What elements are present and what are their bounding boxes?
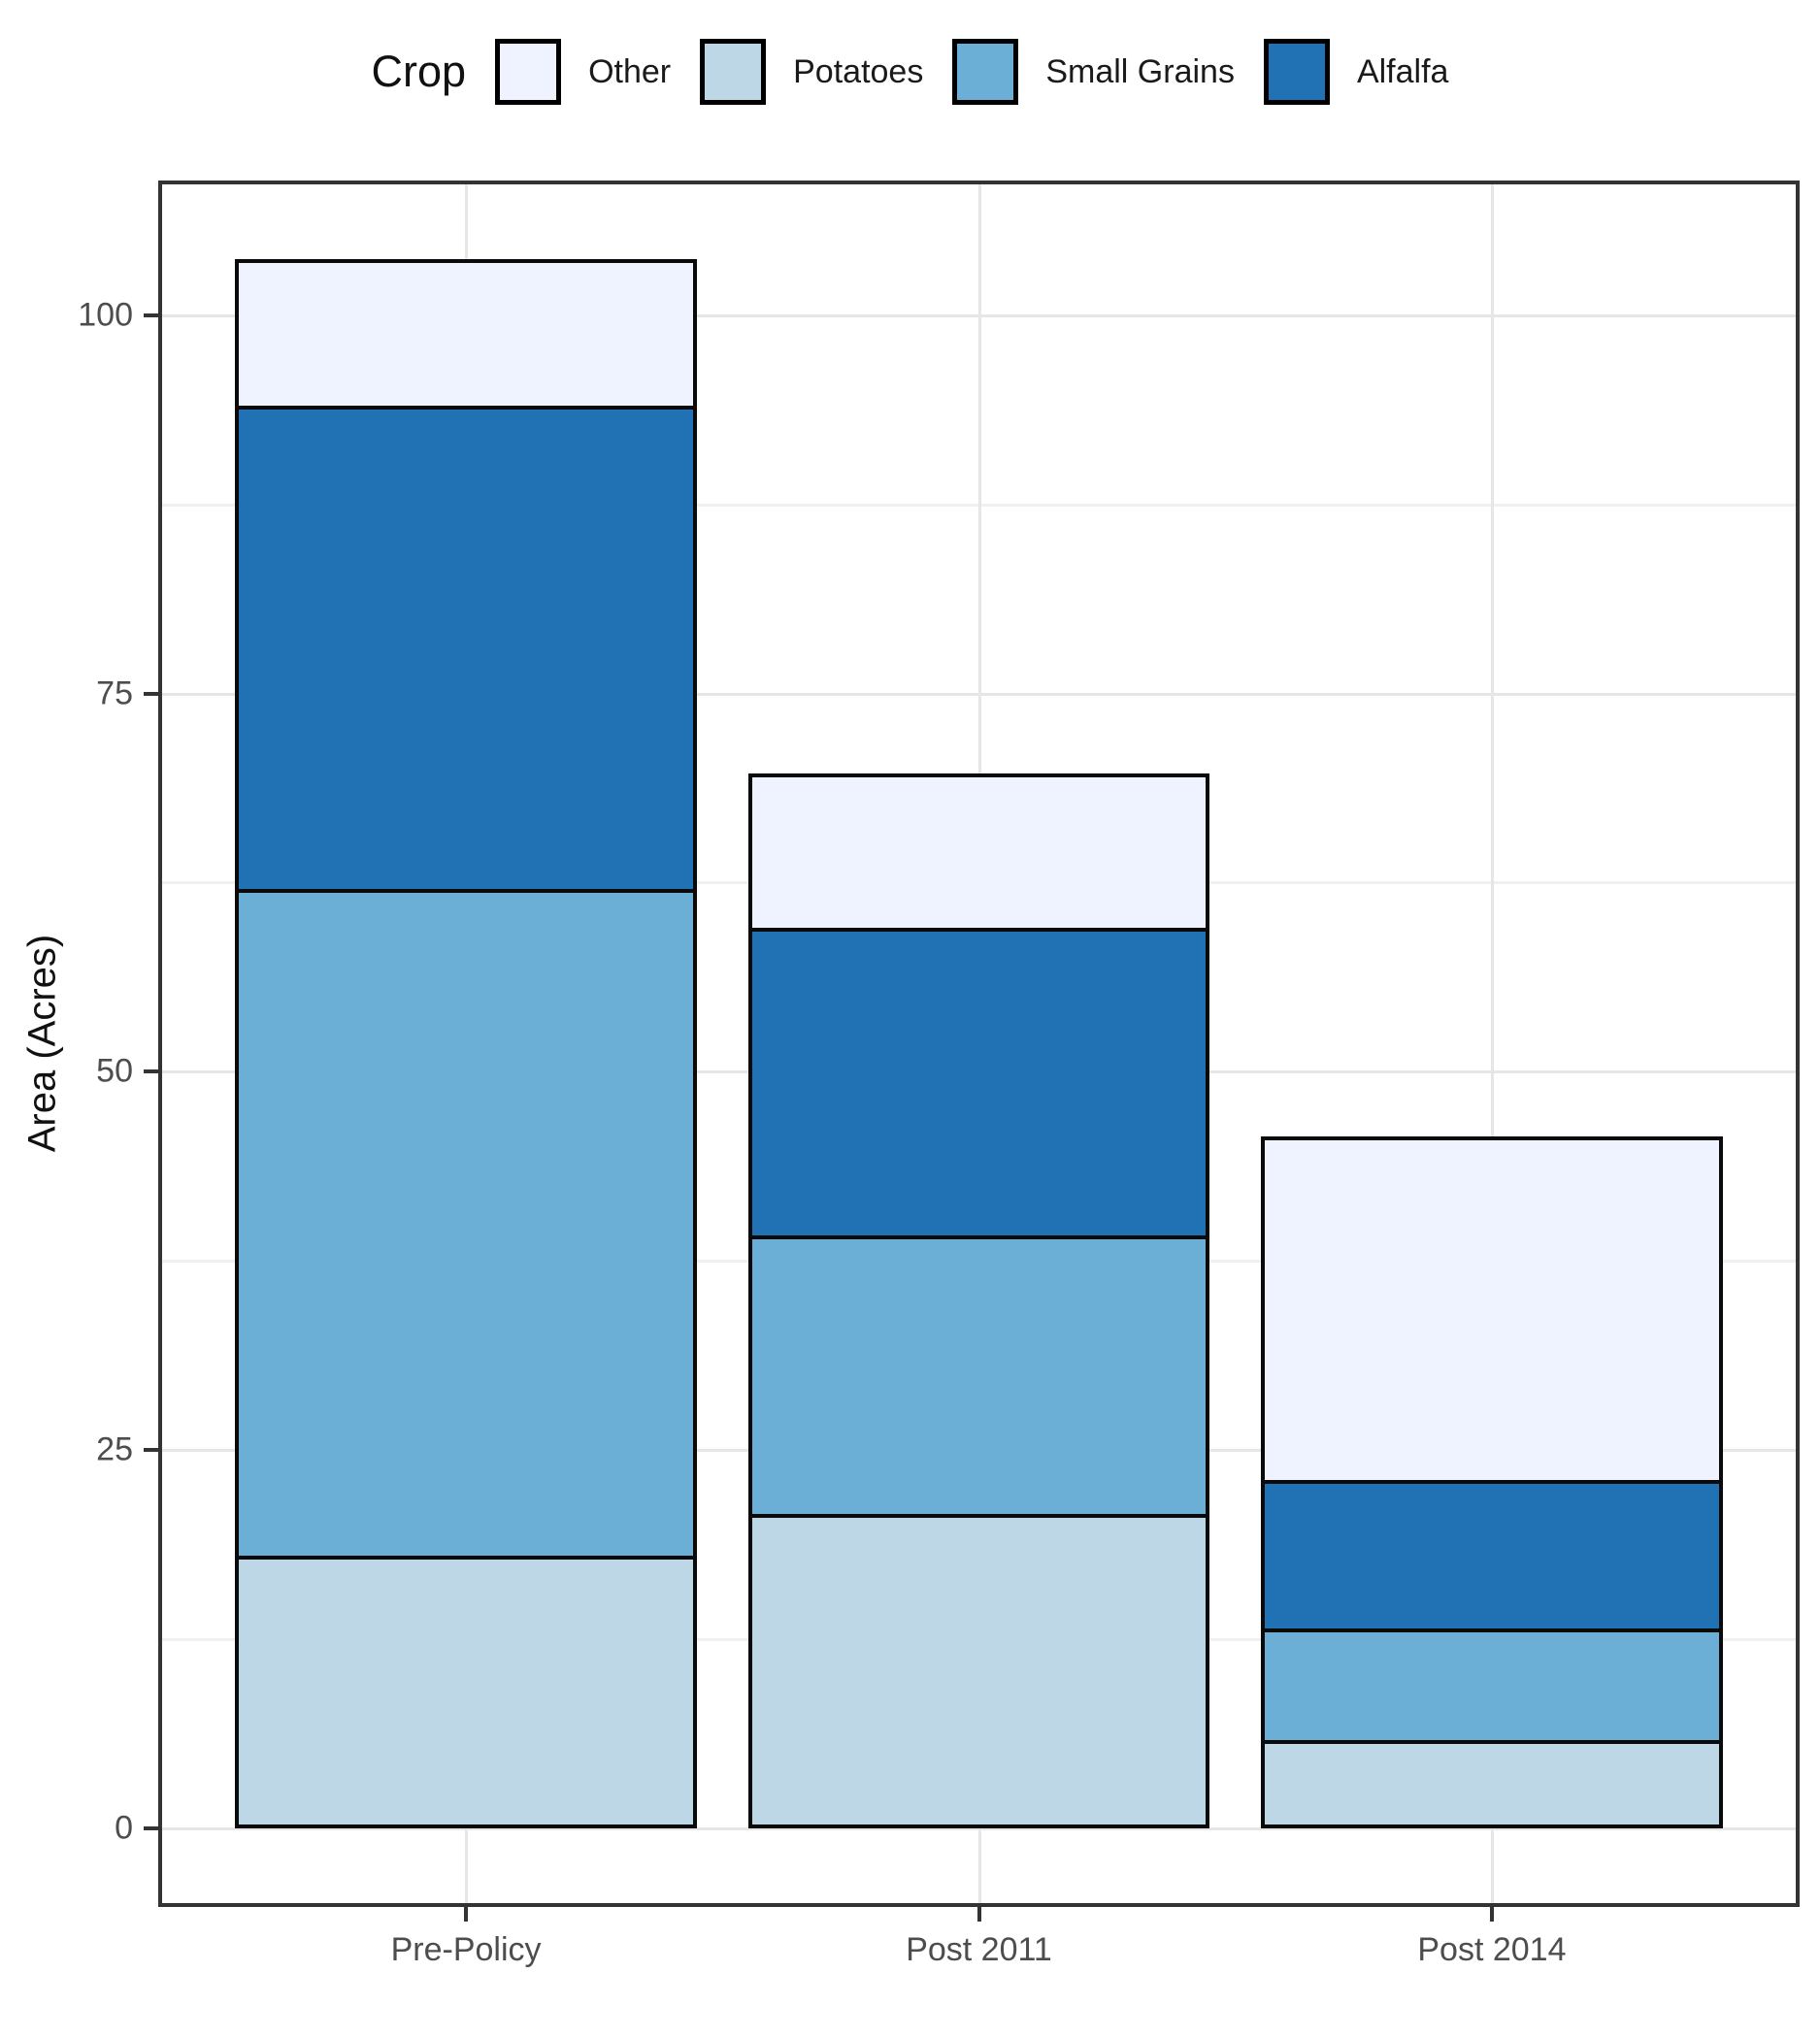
bar-segment-alfalfa (235, 406, 697, 893)
legend-item-potatoes: Potatoes (700, 39, 923, 105)
bar-segment-potatoes (235, 1556, 697, 1828)
legend-swatch-icon (1263, 39, 1330, 105)
x-tick-label: Post 2014 (1417, 1931, 1567, 1968)
legend-title: Crop (371, 47, 467, 96)
legend-item-alfalfa: Alfalfa (1263, 39, 1449, 105)
bar-segment-small-grains (1261, 1628, 1723, 1745)
bar-segment-other (1261, 1136, 1723, 1485)
y-tick (144, 1825, 158, 1830)
y-tick (144, 1448, 158, 1453)
legend-swatch-icon (700, 39, 767, 105)
bar-segment-potatoes (747, 1513, 1210, 1828)
bar-segment-other (747, 773, 1210, 933)
legend-label: Alfalfa (1356, 52, 1449, 90)
x-tick (976, 1907, 981, 1922)
legend-swatch-icon (952, 39, 1019, 105)
x-gridline (1490, 181, 1494, 1907)
x-tick (1489, 1907, 1494, 1922)
y-tick-label: 25 (96, 1430, 133, 1468)
y-tick (144, 312, 158, 317)
y-tick (144, 691, 158, 696)
bar-segment-potatoes (1261, 1740, 1723, 1828)
x-tick-label: Pre-Policy (390, 1931, 542, 1968)
bar-segment-other (235, 259, 697, 411)
legend-item-other: Other (495, 39, 671, 105)
bar-segment-alfalfa (1261, 1480, 1723, 1633)
legend-label: Potatoes (793, 52, 924, 90)
y-tick-label: 100 (78, 296, 133, 334)
bar-segment-small-grains (747, 1234, 1210, 1518)
legend-swatch-icon (495, 39, 562, 105)
y-tick-label: 50 (96, 1052, 133, 1090)
y-tick-label: 75 (96, 674, 133, 712)
bar-segment-small-grains (235, 888, 697, 1561)
x-tick (464, 1907, 469, 1922)
legend: Crop Other Potatoes Small Grains Alfalfa (0, 39, 1820, 105)
y-tick (144, 1069, 158, 1074)
legend-label: Other (588, 52, 672, 90)
y-axis-title: Area (Acres) (20, 934, 64, 1153)
legend-label: Small Grains (1045, 52, 1235, 90)
bar-segment-alfalfa (747, 928, 1210, 1239)
x-tick-label: Post 2011 (906, 1931, 1052, 1968)
legend-item-small-grains: Small Grains (952, 39, 1235, 105)
y-tick-label: 0 (115, 1809, 133, 1847)
